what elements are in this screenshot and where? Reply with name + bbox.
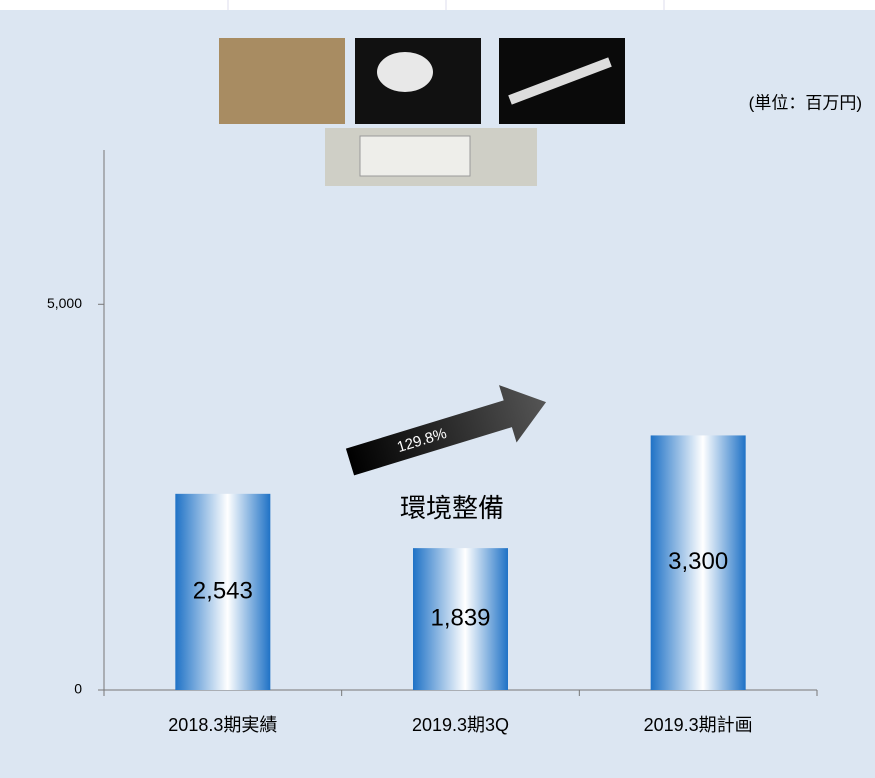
value-label: 1,839: [430, 604, 490, 631]
y-tick-label: 5,000: [47, 295, 82, 311]
x-tick-label: 2019.3期計画: [644, 715, 753, 735]
value-label: 3,300: [668, 548, 728, 575]
top-strip: [0, 0, 875, 10]
photo-pendant-lights: [219, 38, 345, 124]
y-tick-label: 0: [74, 681, 82, 697]
unit-label: (単位：百万円): [749, 93, 862, 112]
chart-title: 環境整備: [400, 493, 504, 523]
tube-shape: [508, 57, 612, 105]
value-label: 2,543: [193, 577, 253, 604]
bar: [413, 548, 508, 690]
bar: [650, 435, 746, 690]
x-tick-label: 2018.3期実績: [168, 715, 277, 735]
ac-shape: [359, 135, 471, 177]
bar: [175, 493, 271, 690]
bulb-shape: [377, 52, 433, 92]
arrow-shape: [345, 385, 547, 476]
x-tick-label: 2019.3期3Q: [412, 715, 509, 735]
